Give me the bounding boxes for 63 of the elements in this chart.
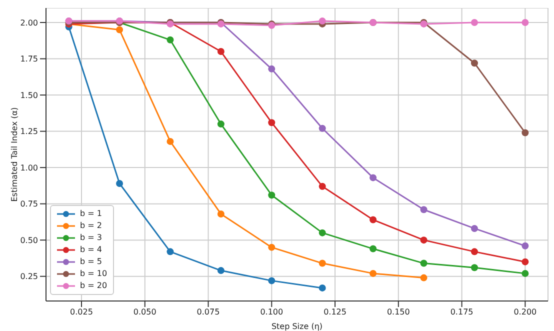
y-tick-label: 1.25 <box>20 127 38 136</box>
point <box>370 174 377 182</box>
legend-label: b = 10 <box>80 268 108 280</box>
legend-label: b = 4 <box>80 244 102 256</box>
point <box>370 216 377 224</box>
point <box>268 277 276 284</box>
point <box>522 242 529 250</box>
point <box>268 65 276 72</box>
x-tick-label: 0.025 <box>70 308 93 317</box>
point <box>318 229 326 236</box>
x-tick-label: 0.075 <box>196 308 220 317</box>
y-axis-title: Estimated Tail Index (α) <box>10 107 19 202</box>
x-axis-title: Step Size (η) <box>271 322 323 331</box>
point <box>522 258 529 266</box>
point <box>522 270 529 277</box>
x-tick-label: 0.200 <box>514 308 537 317</box>
point <box>522 19 529 26</box>
y-tick-label: 1.00 <box>20 163 38 172</box>
point <box>420 274 428 282</box>
x-tick-label: 0.050 <box>133 308 156 317</box>
point <box>318 260 326 267</box>
y-tick-label: 0.75 <box>20 200 38 209</box>
legend-label: b = 3 <box>80 232 102 244</box>
y-tick-label: 0.50 <box>20 236 38 245</box>
point <box>116 180 124 188</box>
y-tick-label: 1.50 <box>20 90 38 100</box>
point <box>166 248 174 256</box>
y-tick-label: 0.25 <box>20 272 38 282</box>
point <box>420 260 428 267</box>
point <box>318 284 326 292</box>
point <box>166 138 174 145</box>
point <box>268 119 276 126</box>
point <box>268 192 276 199</box>
legend-label: b = 5 <box>80 256 102 268</box>
point <box>217 120 224 128</box>
point <box>217 48 224 56</box>
legend-label: b = 20 <box>80 280 108 292</box>
point <box>268 244 276 251</box>
x-tick-label: 0.175 <box>450 308 474 317</box>
point <box>166 36 174 44</box>
point <box>470 60 478 67</box>
point <box>470 264 478 272</box>
point <box>470 19 478 26</box>
x-tick-label: 0.150 <box>386 308 410 317</box>
point <box>370 270 377 277</box>
point <box>470 224 478 232</box>
legend-label: b = 1 <box>80 208 102 220</box>
point <box>470 248 478 256</box>
point <box>318 124 326 132</box>
x-tick-label: 0.100 <box>260 308 284 317</box>
point <box>420 206 428 214</box>
legend-label: b = 2 <box>80 220 102 232</box>
y-tick-label: 2.00 <box>20 18 38 28</box>
point <box>116 26 124 34</box>
y-tick-label: 1.75 <box>20 54 38 64</box>
point <box>522 129 529 136</box>
point <box>420 236 428 244</box>
point <box>217 267 224 274</box>
x-tick-label: 0.125 <box>324 308 346 317</box>
point <box>318 182 326 190</box>
point <box>217 210 224 218</box>
point <box>318 18 326 25</box>
point <box>370 245 377 252</box>
